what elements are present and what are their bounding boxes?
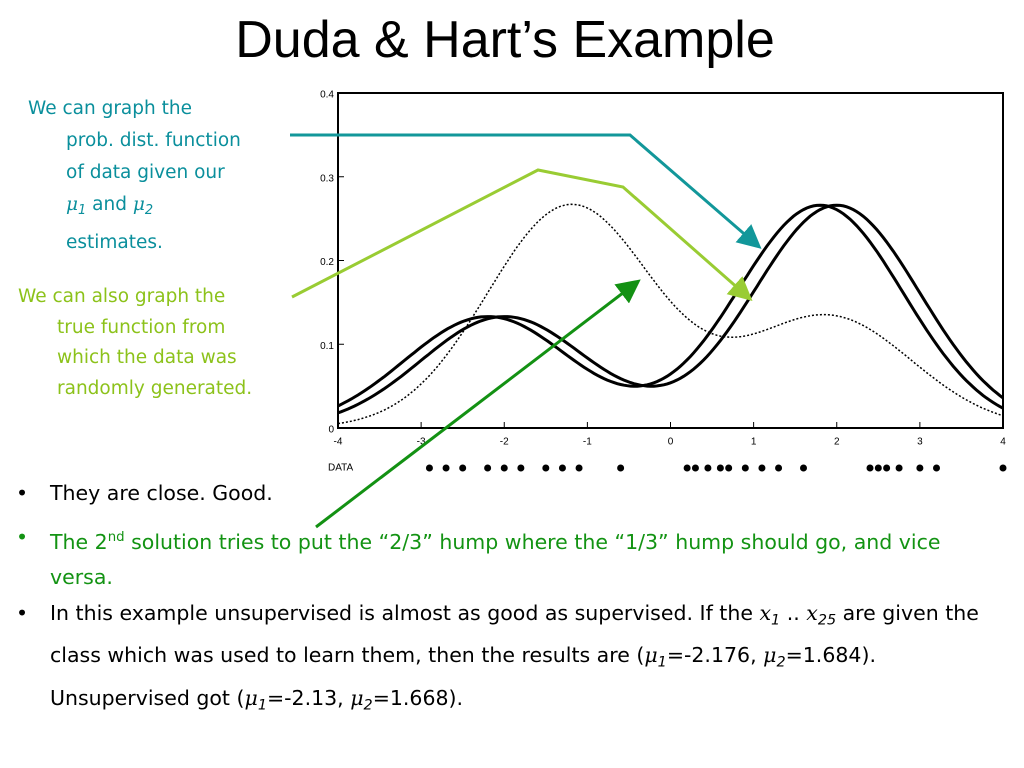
x-tick-label: 1 xyxy=(751,437,757,448)
symbol: x xyxy=(759,601,772,625)
text: are given the class which was used to le… xyxy=(50,601,979,668)
subscript: 1 xyxy=(657,654,667,671)
data-point xyxy=(800,464,807,472)
text: and xyxy=(92,194,127,215)
annotation-line: true function from xyxy=(57,316,226,338)
data-point xyxy=(459,464,467,472)
x-tick-label: -3 xyxy=(417,437,426,448)
text: =1.684). Unsupervised got ( xyxy=(50,643,876,710)
data-point xyxy=(999,464,1007,472)
subscript: 2 xyxy=(776,654,786,671)
data-point xyxy=(725,464,733,472)
bullet: The 2nd solution tries to put the “2/3” … xyxy=(16,520,985,595)
x-tick-label: 0 xyxy=(668,437,674,448)
data-point xyxy=(895,464,903,472)
symbol: μ xyxy=(66,194,79,215)
data-point xyxy=(916,464,924,472)
symbol: μ xyxy=(644,643,658,668)
data-point xyxy=(883,464,891,472)
data-point xyxy=(517,464,525,472)
subscript: 1 xyxy=(78,202,87,218)
subscript: 2 xyxy=(363,696,373,713)
text: They are close. Good. xyxy=(50,481,273,505)
annotation-line: We can graph the xyxy=(28,98,192,119)
symbol: μ xyxy=(763,643,777,668)
data-point xyxy=(716,464,724,472)
data-point xyxy=(558,464,566,472)
annotation-line: prob. dist. function xyxy=(66,130,241,151)
data-point xyxy=(741,464,749,472)
data-point xyxy=(683,464,691,472)
annotation-line: estimates. xyxy=(66,231,163,253)
symbol: μ xyxy=(132,194,145,215)
y-tick-label: 0.2 xyxy=(320,257,334,268)
y-tick-label: 0 xyxy=(328,425,334,436)
subscript: 2 xyxy=(144,202,154,218)
bullet: In this example unsupervised is almost a… xyxy=(16,596,985,723)
data-point xyxy=(542,464,550,472)
data-point xyxy=(617,464,625,472)
subscript: 1 xyxy=(257,696,267,713)
text: In this example unsupervised is almost a… xyxy=(50,601,760,625)
data-label: DATA xyxy=(328,463,354,474)
symbol: μ xyxy=(244,685,258,710)
data-point xyxy=(874,464,882,472)
density-curve xyxy=(337,203,1004,425)
x-tick-label: -4 xyxy=(334,437,343,448)
x-tick-label: 2 xyxy=(834,437,840,448)
text: =-2.13, xyxy=(266,685,351,710)
data-point xyxy=(704,464,712,472)
text: =1.668). xyxy=(372,685,464,710)
subscript: 1 xyxy=(771,612,781,629)
density-curve xyxy=(337,203,1004,410)
text: =-2.176, xyxy=(666,643,764,668)
symbol: x xyxy=(806,601,818,625)
y-tick-label: 0.3 xyxy=(320,173,334,184)
density-curve xyxy=(337,203,1004,415)
slide-title: Duda & Hart’s Example xyxy=(235,11,775,69)
data-point xyxy=(425,464,433,472)
annotation-line: which the data was xyxy=(57,347,237,368)
data-point xyxy=(575,464,583,472)
symbol: μ xyxy=(350,685,364,710)
data-point xyxy=(484,464,492,472)
data-point xyxy=(500,464,508,472)
data-point xyxy=(775,464,783,472)
subscript: 25 xyxy=(817,612,837,629)
x-tick-label: -1 xyxy=(583,437,592,448)
x-tick-label: -2 xyxy=(500,437,509,448)
y-tick-label: 0.4 xyxy=(320,90,334,101)
annotation-line: randomly generated. xyxy=(57,377,253,399)
text: .. xyxy=(780,601,807,625)
x-tick-label: 3 xyxy=(917,437,923,448)
text: The 2 xyxy=(50,529,108,554)
annotation-line: μ1 and μ2 xyxy=(28,189,241,227)
superscript: nd xyxy=(107,530,125,545)
data-point xyxy=(758,464,766,472)
text: solution tries to put the “2/3” hump whe… xyxy=(50,529,941,589)
data-point xyxy=(442,464,450,472)
data-point xyxy=(933,464,940,472)
annotation: We can also graph the true function from… xyxy=(18,282,252,404)
annotation-line: of data given our xyxy=(66,162,225,183)
data-point xyxy=(866,464,874,472)
bullet: They are close. Good. xyxy=(16,476,985,511)
x-tick-label: 4 xyxy=(1000,437,1006,448)
annotation: We can graph the prob. dist. function of… xyxy=(28,93,241,259)
plot-frame xyxy=(337,92,1004,429)
data-point xyxy=(691,464,699,472)
y-tick-label: 0.1 xyxy=(320,341,334,352)
annotation-line: We can also graph the xyxy=(18,286,226,307)
